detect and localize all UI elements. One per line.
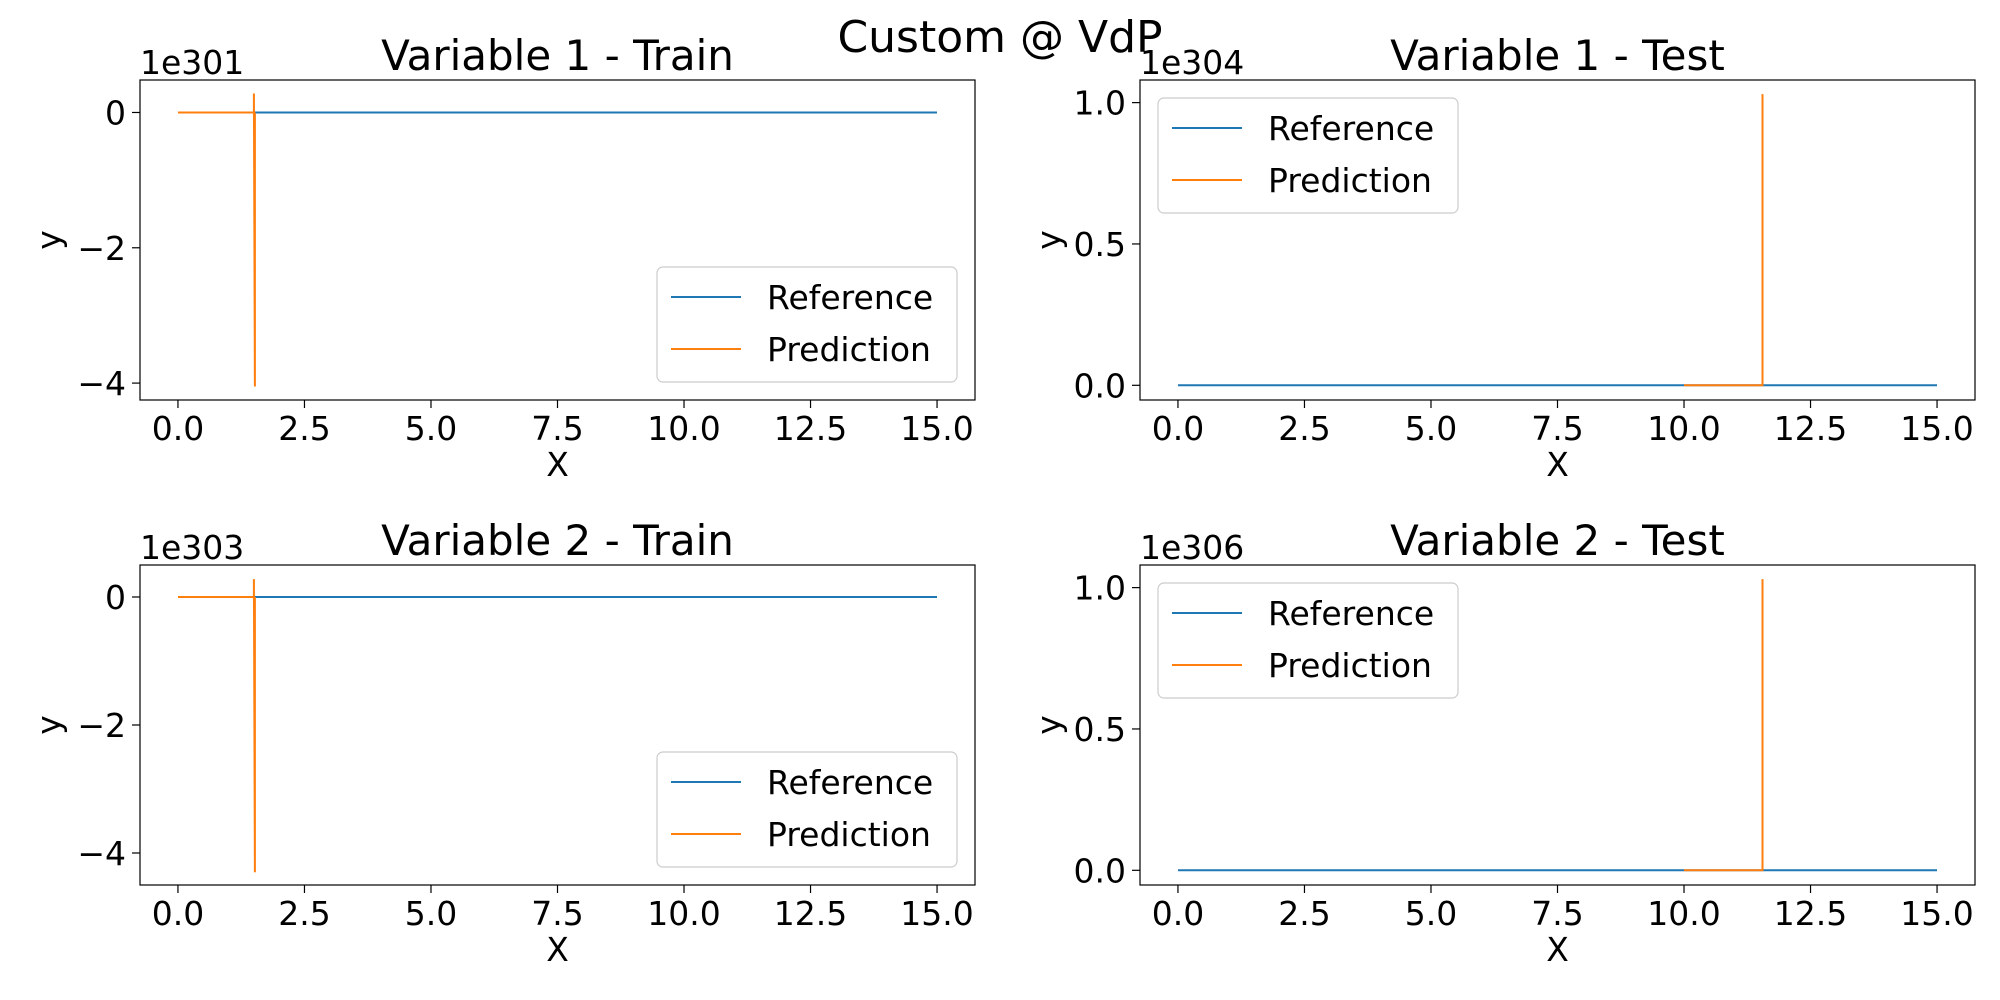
- series-line-prediction: [1684, 94, 1764, 387]
- legend-entry-prediction: Prediction: [767, 330, 931, 369]
- y-axis-label: y: [29, 230, 68, 250]
- legend: Reference Prediction: [1157, 97, 1459, 214]
- x-tick-label: 5.0: [1405, 894, 1457, 933]
- axis-offset-text: 1e303: [140, 528, 244, 567]
- y-tick-label: 0.5: [1074, 710, 1126, 749]
- subplot-title: Variable 1 - Test: [1390, 31, 1725, 80]
- x-tick-label: 0.0: [152, 894, 204, 933]
- x-axis-label: X: [546, 445, 569, 484]
- x-tick-label: 2.5: [1278, 409, 1330, 448]
- axis-offset-text: 1e301: [140, 43, 244, 82]
- x-tick-label: 5.0: [405, 894, 457, 933]
- y-axis-label: y: [1029, 715, 1068, 735]
- x-tick-label: 15.0: [1900, 894, 1973, 933]
- y-tick-label: 0.0: [1074, 851, 1126, 890]
- subplot-title: Variable 2 - Train: [381, 516, 734, 565]
- x-tick-label: 7.5: [1531, 894, 1583, 933]
- legend-entry-prediction: Prediction: [767, 815, 931, 854]
- x-tick-label: 15.0: [900, 894, 973, 933]
- subplot-v2-test: Variable 2 - Test 1e306 0.0 2.5 5.0 7.5 10.0 12…: [1029, 516, 1976, 969]
- x-tick-label: 0.0: [1152, 409, 1204, 448]
- x-tick-label: 12.5: [774, 894, 847, 933]
- x-axis-label: X: [1546, 445, 1569, 484]
- y-tick-label: 0: [105, 578, 126, 617]
- x-tick-label: 10.0: [647, 894, 720, 933]
- axis-offset-text: 1e304: [1140, 43, 1244, 82]
- y-tick-label: −4: [77, 364, 126, 403]
- legend: Reference Prediction: [656, 751, 958, 868]
- x-tick-label: 12.5: [1774, 409, 1847, 448]
- legend-box: [1157, 97, 1459, 214]
- x-tick-label: 12.5: [1774, 894, 1847, 933]
- legend-box: [1157, 582, 1459, 699]
- x-axis-label: X: [546, 930, 569, 969]
- legend: Reference Prediction: [656, 266, 958, 383]
- x-tick-label: 15.0: [1900, 409, 1973, 448]
- y-tick-label: 1.0: [1074, 84, 1126, 123]
- legend-entry-reference: Reference: [1268, 594, 1434, 633]
- x-tick-label: 10.0: [1647, 409, 1720, 448]
- legend-box: [656, 266, 958, 383]
- y-tick-label: 0.5: [1074, 225, 1126, 264]
- y-axis-label: y: [29, 715, 68, 735]
- x-tick-label: 0.0: [152, 409, 204, 448]
- x-tick-label: 5.0: [1405, 409, 1457, 448]
- legend: Reference Prediction: [1157, 582, 1459, 699]
- y-tick-label: 0.0: [1074, 366, 1126, 405]
- y-tick-label: −4: [77, 834, 126, 873]
- x-tick-label: 2.5: [278, 894, 330, 933]
- series-line-prediction: [178, 579, 256, 873]
- series-line-prediction: [178, 93, 256, 387]
- subplot-title: Variable 2 - Test: [1390, 516, 1725, 565]
- subplot-v1-train: Variable 1 - Train 1e301 0.0 2.5 5.0 7.5 10.0 1…: [29, 31, 976, 484]
- x-tick-label: 5.0: [405, 409, 457, 448]
- x-tick-label: 0.0: [1152, 894, 1204, 933]
- legend-entry-reference: Reference: [767, 763, 933, 802]
- y-axis-label: y: [1029, 230, 1068, 250]
- legend-entry-prediction: Prediction: [1268, 161, 1432, 200]
- x-tick-label: 10.0: [1647, 894, 1720, 933]
- axis-offset-text: 1e306: [1140, 528, 1244, 567]
- x-tick-label: 2.5: [1278, 894, 1330, 933]
- x-tick-label: 7.5: [531, 409, 583, 448]
- x-axis-label: X: [1546, 930, 1569, 969]
- x-tick-label: 7.5: [531, 894, 583, 933]
- figure-suptitle: Custom @ VdP: [837, 12, 1162, 63]
- legend-entry-prediction: Prediction: [1268, 646, 1432, 685]
- y-tick-label: −2: [77, 706, 126, 745]
- subplot-title: Variable 1 - Train: [381, 31, 734, 80]
- series-line-prediction: [1684, 579, 1764, 872]
- x-tick-label: 15.0: [900, 409, 973, 448]
- y-tick-label: −2: [77, 229, 126, 268]
- x-tick-label: 10.0: [647, 409, 720, 448]
- legend-entry-reference: Reference: [767, 278, 933, 317]
- y-tick-label: 0: [105, 93, 126, 132]
- legend-box: [656, 751, 958, 868]
- x-tick-label: 12.5: [774, 409, 847, 448]
- subplot-v1-test: Variable 1 - Test 1e304 0.0 2.5 5.0 7.5 10.0 12…: [1029, 31, 1976, 484]
- subplot-v2-train: Variable 2 - Train 1e303 0.0 2.5 5.0 7.5 10.0 1…: [29, 516, 976, 969]
- x-tick-label: 7.5: [1531, 409, 1583, 448]
- x-tick-label: 2.5: [278, 409, 330, 448]
- legend-entry-reference: Reference: [1268, 109, 1434, 148]
- y-tick-label: 1.0: [1074, 569, 1126, 608]
